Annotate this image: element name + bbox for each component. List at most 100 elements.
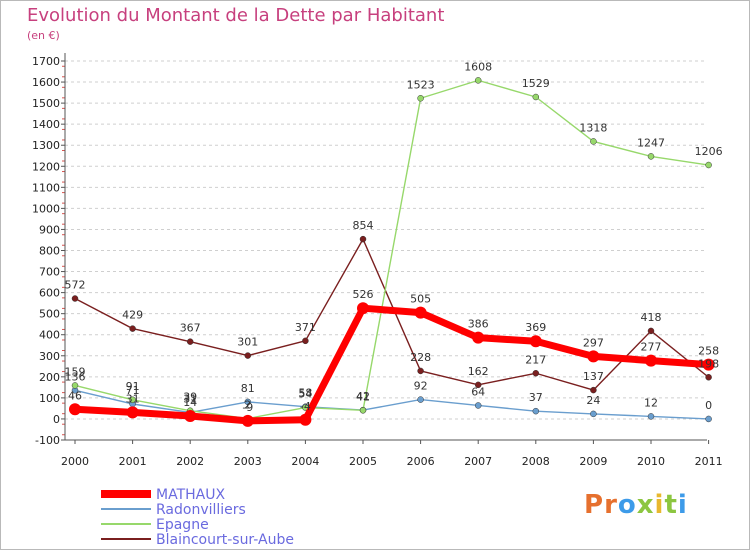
data-point-blaincourt-sur-aube <box>590 386 597 394</box>
data-label-radonvilliers: 81 <box>241 382 255 395</box>
data-label-mathaux: 505 <box>410 293 431 306</box>
y-tick-label: -100 <box>35 434 60 447</box>
data-point-epagne <box>71 382 79 389</box>
y-tick-label: 300 <box>39 350 60 363</box>
data-point-radonvilliers <box>705 415 712 423</box>
data-point-radonvilliers <box>474 402 482 409</box>
data-point-blaincourt-sur-aube <box>417 367 424 375</box>
data-point-epagne <box>474 77 482 84</box>
data-label-radonvilliers: 136 <box>65 370 86 383</box>
data-point-epagne <box>590 138 597 145</box>
grid-lines <box>65 60 707 441</box>
data-label-blaincourt-sur-aube: 429 <box>122 309 143 322</box>
chart-title: Evolution du Montant de la Dette par Hab… <box>27 5 445 26</box>
legend-label-blaincourt-sur-aube: Blaincourt-sur-Aube <box>156 532 294 548</box>
data-point-mathaux <box>414 306 427 319</box>
data-point-mathaux <box>645 354 657 367</box>
data-label-radonvilliers: 64 <box>471 385 485 398</box>
y-tick-label: 1200 <box>32 160 60 173</box>
data-point-epagne <box>129 396 136 404</box>
data-label-epagne: 1318 <box>579 121 607 134</box>
data-label-mathaux: 386 <box>468 318 489 331</box>
series-line-blaincourt-sur-aube <box>74 238 710 391</box>
data-point-epagne <box>647 153 655 160</box>
data-label-epagne: 54 <box>298 388 312 401</box>
data-point-blaincourt-sur-aube <box>359 235 367 243</box>
data-label-blaincourt-sur-aube: 228 <box>410 351 431 364</box>
data-point-radonvilliers <box>647 413 655 420</box>
data-label-epagne: 2 <box>244 399 251 412</box>
data-label-radonvilliers: 58 <box>298 387 312 400</box>
y-tick-labels: -100 0 100 200 300 400 500 600 700 800 900 1000 1100… <box>32 55 60 447</box>
y-tick-label: 500 <box>39 308 60 321</box>
data-point-radonvilliers <box>244 398 252 406</box>
data-label-epagne: 1206 <box>695 145 723 158</box>
chart-subtitle: (en €) <box>27 29 60 42</box>
data-point-blaincourt-sur-aube <box>186 338 194 345</box>
data-point-blaincourt-sur-aube <box>474 381 482 389</box>
y-tick-label: 1600 <box>32 76 60 89</box>
data-label-mathaux: -9 <box>242 401 253 414</box>
x-tick-label: 2005 <box>349 455 377 468</box>
data-labels: 572 429 367 301 371 854 228 162 217 137 418 198 136 7… <box>65 60 723 413</box>
y-tick-label: 800 <box>39 245 60 258</box>
data-point-epagne <box>532 93 540 101</box>
data-label-epagne: 1529 <box>522 77 550 90</box>
data-label-blaincourt-sur-aube: 301 <box>237 336 258 349</box>
data-label-blaincourt-sur-aube: 137 <box>583 370 604 383</box>
data-label-blaincourt-sur-aube: 217 <box>525 353 546 366</box>
data-point-mathaux <box>241 414 254 427</box>
data-label-mathaux: 277 <box>641 341 662 354</box>
y-tick-label: 1000 <box>32 202 60 215</box>
data-label-epagne: 39 <box>183 391 197 404</box>
x-tick-label: 2011 <box>695 455 723 468</box>
data-point-blaincourt-sur-aube <box>647 327 655 335</box>
data-label-mathaux: 526 <box>353 288 374 301</box>
data-label-mathaux: -4 <box>300 400 311 413</box>
x-tick-label: 2002 <box>176 455 204 468</box>
data-label-blaincourt-sur-aube: 418 <box>641 311 662 324</box>
data-point-blaincourt-sur-aube <box>129 325 136 332</box>
data-point-epagne <box>705 161 712 169</box>
x-tick-label: 2000 <box>61 455 89 468</box>
data-label-mathaux: 297 <box>583 336 604 349</box>
data-label-epagne: 91 <box>126 380 140 393</box>
data-point-radonvilliers <box>532 407 540 415</box>
y-tick-label: 100 <box>39 392 60 405</box>
x-tick-label: 2001 <box>119 455 147 468</box>
y-tick-label: 1700 <box>32 55 60 68</box>
y-tick-label: 1500 <box>32 97 60 110</box>
data-point-radonvilliers <box>590 410 597 418</box>
data-label-epagne: 1608 <box>464 60 492 73</box>
series-line-radonvilliers <box>74 389 710 420</box>
data-point-epagne <box>417 95 424 102</box>
axes <box>61 53 710 444</box>
x-tick-label: 2006 <box>407 455 435 468</box>
y-tick-label: 400 <box>39 329 60 342</box>
data-label-radonvilliers: 42 <box>356 390 370 403</box>
x-tick-label: 2008 <box>522 455 550 468</box>
data-label-mathaux: 46 <box>68 389 82 402</box>
data-label-radonvilliers: 12 <box>644 396 658 409</box>
data-point-radonvilliers <box>417 396 424 403</box>
data-label-blaincourt-sur-aube: 371 <box>295 321 316 334</box>
data-point-mathaux <box>299 413 312 426</box>
y-tick-label: 900 <box>39 223 60 236</box>
data-label-radonvilliers: 92 <box>414 380 428 393</box>
x-tick-label: 2009 <box>579 455 607 468</box>
data-point-mathaux <box>702 358 715 371</box>
data-label-radonvilliers: 37 <box>529 391 543 404</box>
legend-label-mathaux: MATHAUX <box>156 487 225 503</box>
series-line-epagne <box>74 79 710 420</box>
data-point-mathaux <box>69 403 81 416</box>
data-point-mathaux <box>126 406 139 419</box>
data-point-mathaux <box>357 302 369 315</box>
legend: MATHAUXRadonvilliersEpagneBlaincourt-sur… <box>101 487 294 548</box>
y-tick-label: 0 <box>53 413 60 426</box>
data-point-epagne <box>359 407 367 414</box>
x-tick-label: 2010 <box>637 455 665 468</box>
data-label-mathaux: 31 <box>126 392 140 405</box>
data-label-blaincourt-sur-aube: 162 <box>468 365 489 378</box>
